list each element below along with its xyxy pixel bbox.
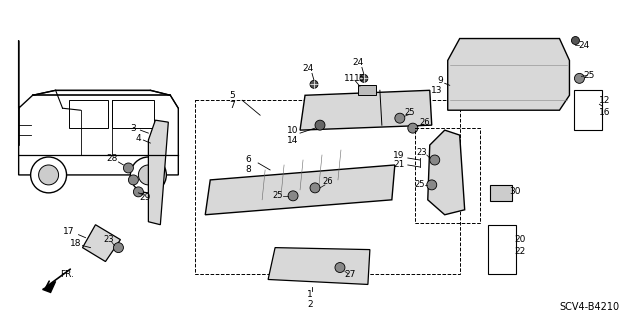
Circle shape xyxy=(129,175,138,185)
Text: 29: 29 xyxy=(140,193,151,202)
Circle shape xyxy=(310,80,318,88)
Text: 6: 6 xyxy=(245,155,251,165)
Text: 26: 26 xyxy=(419,118,430,127)
Bar xyxy=(68,100,108,128)
Text: 7: 7 xyxy=(229,101,235,110)
Circle shape xyxy=(113,243,124,253)
Circle shape xyxy=(124,163,133,173)
Text: 21: 21 xyxy=(394,160,405,169)
Text: 25: 25 xyxy=(404,108,415,117)
Text: 2: 2 xyxy=(307,300,313,309)
Text: 24: 24 xyxy=(352,58,364,67)
Text: 27: 27 xyxy=(344,270,356,279)
Circle shape xyxy=(310,183,320,193)
Text: 18: 18 xyxy=(70,239,81,248)
Text: 16: 16 xyxy=(598,108,610,117)
Text: 28: 28 xyxy=(107,153,118,162)
Text: FR.: FR. xyxy=(61,270,74,279)
Polygon shape xyxy=(148,120,168,225)
Bar xyxy=(195,100,460,274)
Text: 13: 13 xyxy=(431,86,443,95)
Text: 17: 17 xyxy=(63,227,74,236)
Circle shape xyxy=(138,165,158,185)
Text: 20: 20 xyxy=(514,235,525,244)
Text: 25: 25 xyxy=(273,191,284,200)
Polygon shape xyxy=(300,90,432,130)
Text: 5: 5 xyxy=(229,91,235,100)
Text: SCV4-B4210: SCV4-B4210 xyxy=(559,302,620,312)
Circle shape xyxy=(133,187,143,197)
Circle shape xyxy=(31,157,67,193)
Polygon shape xyxy=(83,225,120,262)
Circle shape xyxy=(131,157,166,193)
Polygon shape xyxy=(19,41,179,175)
Text: 24: 24 xyxy=(303,64,314,73)
Circle shape xyxy=(38,165,59,185)
Text: 1: 1 xyxy=(307,290,313,299)
Text: 10: 10 xyxy=(287,126,298,135)
Bar xyxy=(490,185,511,201)
Text: 15: 15 xyxy=(354,74,365,83)
Circle shape xyxy=(288,191,298,201)
Text: 30: 30 xyxy=(509,187,520,197)
Bar xyxy=(113,100,154,128)
Text: 19: 19 xyxy=(394,151,405,160)
Circle shape xyxy=(572,37,579,45)
Text: 22: 22 xyxy=(514,247,525,256)
Text: 23: 23 xyxy=(103,235,114,244)
Circle shape xyxy=(360,74,368,82)
Text: 25: 25 xyxy=(415,180,425,189)
Bar xyxy=(488,225,516,274)
Polygon shape xyxy=(205,165,395,215)
Bar xyxy=(415,128,479,223)
Text: 25: 25 xyxy=(584,71,595,80)
Text: 24: 24 xyxy=(579,41,590,50)
Bar xyxy=(358,85,376,95)
Polygon shape xyxy=(448,39,570,110)
Circle shape xyxy=(335,263,345,272)
Circle shape xyxy=(575,73,584,83)
Text: 3: 3 xyxy=(131,124,136,133)
Text: 23: 23 xyxy=(417,147,427,157)
Polygon shape xyxy=(43,281,56,293)
Bar xyxy=(575,90,602,130)
Circle shape xyxy=(408,123,418,133)
Text: 4: 4 xyxy=(136,134,141,143)
Text: 12: 12 xyxy=(598,96,610,105)
Text: 9: 9 xyxy=(437,76,443,85)
Circle shape xyxy=(395,113,405,123)
Text: 8: 8 xyxy=(245,166,251,174)
Circle shape xyxy=(427,180,436,190)
Circle shape xyxy=(430,155,440,165)
Text: 26: 26 xyxy=(323,177,333,186)
Text: 14: 14 xyxy=(287,136,298,145)
Polygon shape xyxy=(268,248,370,285)
Text: 11: 11 xyxy=(344,74,356,83)
Circle shape xyxy=(315,120,325,130)
Polygon shape xyxy=(428,130,465,215)
